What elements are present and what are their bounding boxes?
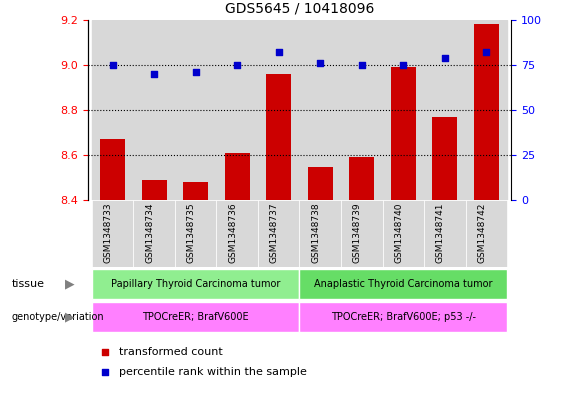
Text: transformed count: transformed count [119, 347, 223, 357]
Text: GSM1348734: GSM1348734 [145, 202, 154, 263]
Text: TPOCreER; BrafV600E; p53 -/-: TPOCreER; BrafV600E; p53 -/- [331, 312, 476, 322]
Bar [383, 20, 424, 200]
Bar [258, 20, 299, 200]
Point [100, 369, 109, 376]
Text: GSM1348740: GSM1348740 [394, 202, 403, 263]
Bar [466, 20, 507, 200]
Bar [466, 200, 507, 267]
Bar [432, 117, 457, 200]
Bar [92, 269, 299, 299]
Bar [92, 200, 133, 267]
Bar [424, 200, 466, 267]
Bar [299, 302, 507, 332]
Point [150, 71, 159, 77]
Bar [216, 20, 258, 200]
Text: ▶: ▶ [65, 277, 75, 290]
Bar [308, 167, 333, 200]
Bar [424, 20, 466, 200]
Text: ▶: ▶ [65, 311, 75, 324]
Text: percentile rank within the sample: percentile rank within the sample [119, 367, 307, 377]
Bar [92, 20, 133, 200]
Bar [216, 200, 258, 267]
Bar [383, 200, 424, 267]
Bar [299, 200, 341, 267]
Point [108, 62, 117, 68]
Bar [175, 20, 216, 200]
Text: tissue: tissue [11, 279, 44, 289]
Bar [100, 140, 125, 200]
Bar [133, 200, 175, 267]
Bar [299, 269, 507, 299]
Bar [142, 180, 167, 200]
Bar [266, 74, 291, 200]
Text: GSM1348741: GSM1348741 [436, 202, 445, 263]
Bar [175, 200, 216, 267]
Text: GSM1348737: GSM1348737 [270, 202, 279, 263]
Text: Papillary Thyroid Carcinoma tumor: Papillary Thyroid Carcinoma tumor [111, 279, 280, 289]
Point [100, 349, 109, 355]
Text: GSM1348742: GSM1348742 [477, 202, 486, 263]
Text: GSM1348738: GSM1348738 [311, 202, 320, 263]
Point [440, 55, 449, 61]
Point [233, 62, 242, 68]
Point [482, 49, 491, 55]
Bar [258, 200, 299, 267]
Bar [183, 182, 208, 200]
Text: genotype/variation: genotype/variation [11, 312, 104, 322]
Text: GSM1348736: GSM1348736 [228, 202, 237, 263]
Text: GSM1348739: GSM1348739 [353, 202, 362, 263]
Bar [299, 20, 341, 200]
Point [274, 49, 283, 55]
Text: GSM1348733: GSM1348733 [103, 202, 112, 263]
Text: Anaplastic Thyroid Carcinoma tumor: Anaplastic Thyroid Carcinoma tumor [314, 279, 493, 289]
Bar [133, 20, 175, 200]
Bar [474, 24, 499, 200]
Point [399, 62, 408, 68]
Bar [92, 302, 299, 332]
Point [191, 69, 200, 75]
Bar [349, 158, 374, 200]
Point [316, 60, 325, 66]
Text: GSM1348735: GSM1348735 [186, 202, 195, 263]
Bar [341, 200, 383, 267]
Title: GDS5645 / 10418096: GDS5645 / 10418096 [225, 2, 374, 16]
Bar [341, 20, 383, 200]
Bar [225, 153, 250, 200]
Point [357, 62, 366, 68]
Text: TPOCreER; BrafV600E: TPOCreER; BrafV600E [142, 312, 249, 322]
Bar [391, 67, 416, 200]
